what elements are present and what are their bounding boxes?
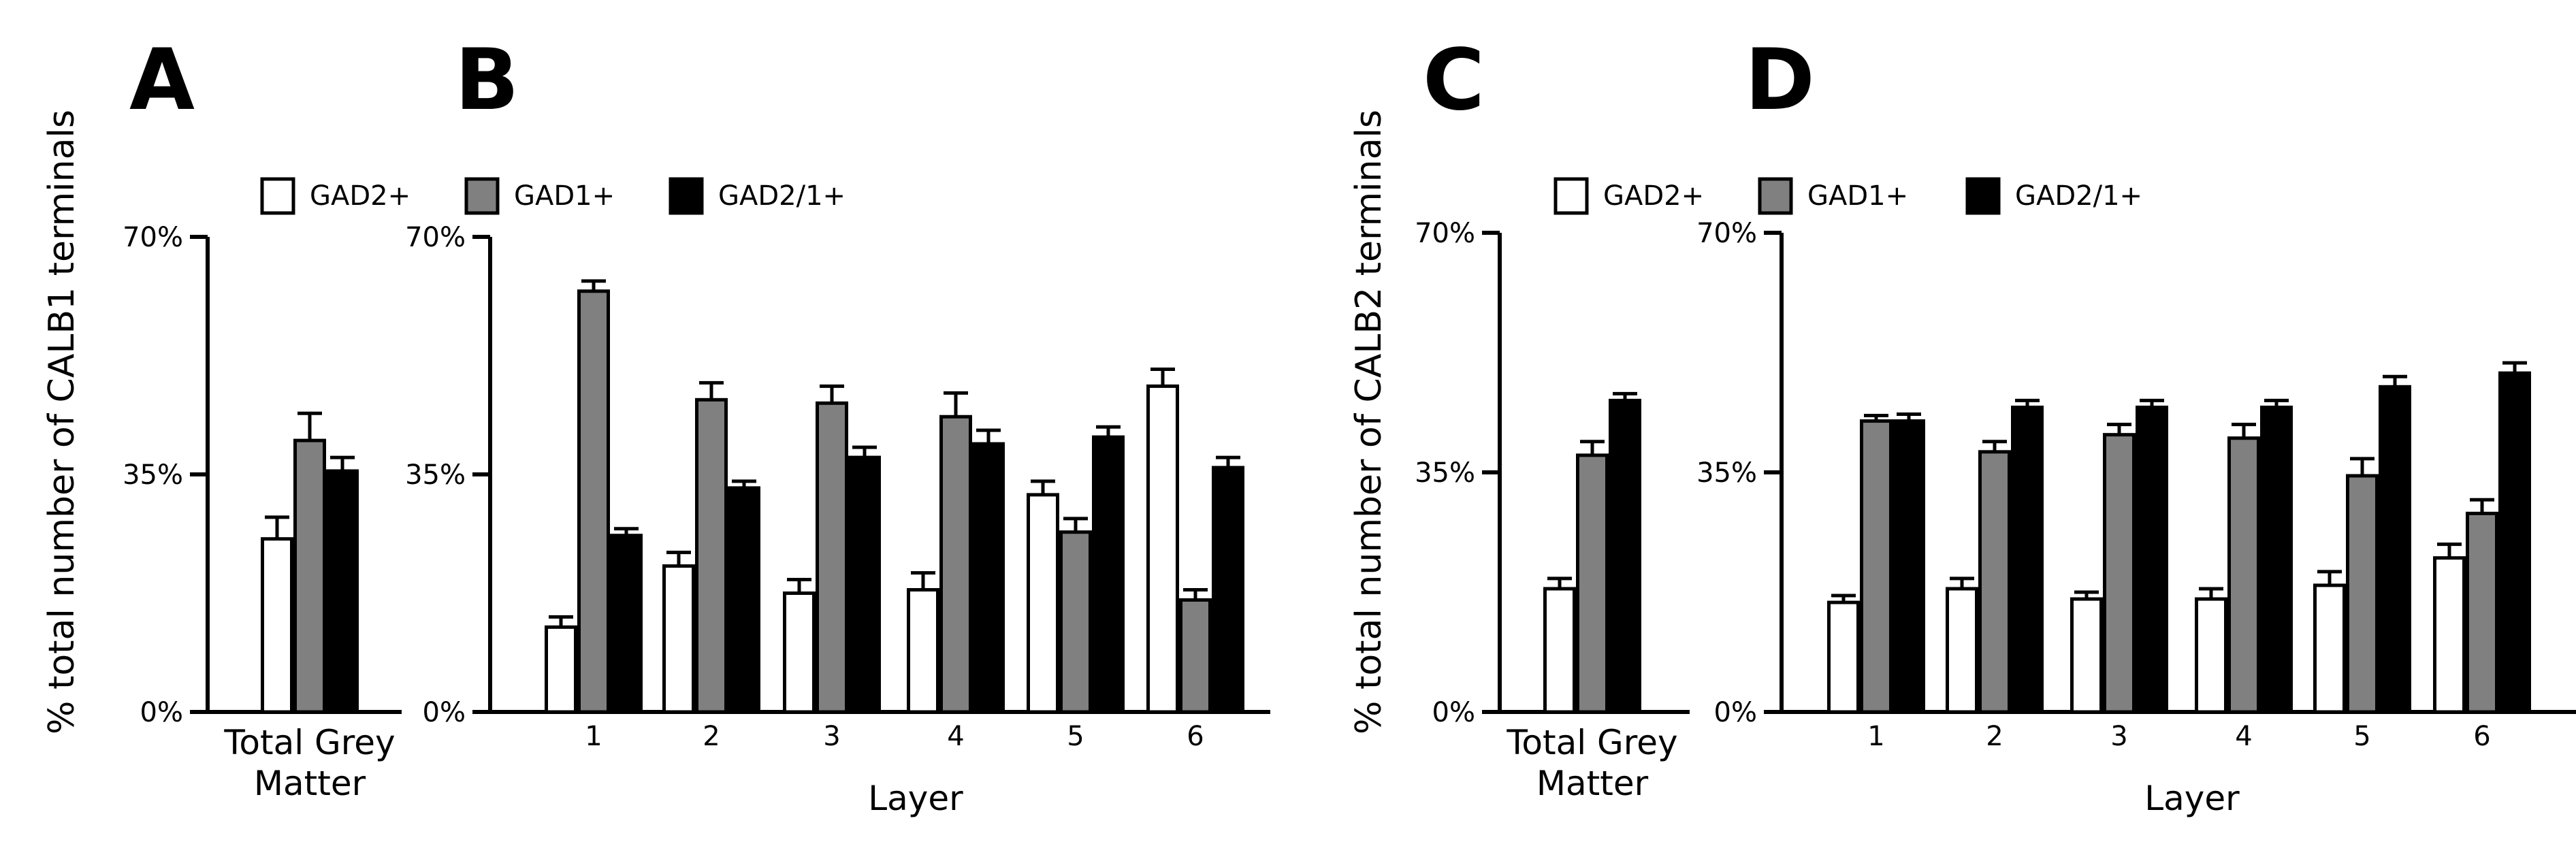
bar bbox=[326, 469, 359, 714]
bar bbox=[2195, 597, 2227, 714]
legend-label: GAD2+ bbox=[310, 180, 410, 212]
bar bbox=[2433, 556, 2466, 714]
bar bbox=[2313, 583, 2346, 714]
bar bbox=[848, 455, 881, 714]
bar bbox=[1146, 384, 1179, 714]
bar bbox=[728, 486, 760, 714]
bar bbox=[545, 625, 577, 714]
bar bbox=[610, 534, 643, 714]
panel-letter: C bbox=[1423, 31, 1485, 129]
category-label: 1 bbox=[585, 721, 602, 752]
bar bbox=[577, 289, 610, 714]
category-label: 3 bbox=[823, 721, 840, 752]
bar bbox=[261, 537, 293, 714]
y-tick-label: 0% bbox=[423, 697, 466, 728]
y-tick-label: 35% bbox=[405, 459, 466, 491]
legend-swatch bbox=[1965, 177, 2001, 215]
category-label: 6 bbox=[2473, 721, 2490, 752]
bar bbox=[1827, 600, 1860, 714]
bar bbox=[2260, 405, 2293, 714]
bar bbox=[1027, 493, 1059, 714]
legend-swatch bbox=[464, 177, 500, 215]
legend-label: GAD2/1+ bbox=[718, 180, 846, 212]
y-axis-titles: % total number of CALB1 terminals % tota… bbox=[42, 110, 1389, 734]
bar bbox=[1059, 530, 1092, 714]
category-label: 3 bbox=[2110, 721, 2127, 752]
bar bbox=[2103, 433, 2136, 714]
legend-swatch bbox=[669, 177, 704, 215]
bar bbox=[816, 401, 848, 714]
y-tick-label: 70% bbox=[1415, 218, 1475, 249]
category-label: Matter bbox=[254, 764, 366, 803]
y-tick-label: 70% bbox=[1696, 218, 1757, 249]
category-label: 5 bbox=[1067, 721, 1084, 752]
y-tick-label: 35% bbox=[123, 459, 183, 491]
category-label: 1 bbox=[1867, 721, 1884, 752]
bar bbox=[2466, 511, 2498, 714]
y-tick-label: 35% bbox=[1696, 457, 1757, 489]
bar bbox=[1179, 598, 1212, 714]
bar bbox=[1860, 419, 1893, 714]
bar bbox=[783, 591, 816, 714]
y-tick-label: 0% bbox=[1432, 697, 1475, 728]
bar bbox=[695, 397, 728, 714]
bar bbox=[2379, 385, 2411, 714]
y-tick-label: 0% bbox=[140, 697, 183, 728]
bar bbox=[2346, 474, 2379, 714]
panel-d: D 0% 35% 70% 1 2 3 4 5 6 Layer GAD2+ GAD1+ GAD2/1+ bbox=[1553, 31, 2576, 818]
bar bbox=[1946, 587, 1978, 714]
category-label: 2 bbox=[703, 721, 720, 752]
x-axis-title: Layer bbox=[2144, 779, 2240, 818]
category-label: Total Grey bbox=[1506, 723, 1677, 762]
category-label: 2 bbox=[1986, 721, 2003, 752]
y-tick-label: 70% bbox=[405, 222, 466, 253]
x-axis-title: Layer bbox=[868, 779, 963, 818]
bar bbox=[1609, 398, 1641, 714]
bar bbox=[2136, 405, 2168, 714]
category-label: 6 bbox=[1187, 721, 1204, 752]
panel-b: B 0% 35% 70% 1 2 3 4 5 6 Layer GAD2+ GAD1+ GAD2/1+ bbox=[260, 31, 1270, 818]
bar bbox=[2011, 405, 2044, 714]
y-tick-label: 0% bbox=[1714, 697, 1757, 728]
legend-label: GAD1+ bbox=[1807, 180, 1908, 212]
panel-letter: A bbox=[129, 31, 195, 129]
y-axis-title-calb2: % total number of CALB2 terminals bbox=[1349, 110, 1389, 734]
bar bbox=[907, 588, 939, 714]
category-label: Total Grey bbox=[223, 723, 395, 762]
y-tick-label: 70% bbox=[123, 222, 183, 253]
bar bbox=[1978, 450, 2011, 714]
bar bbox=[1576, 453, 1609, 714]
category-label: Matter bbox=[1536, 764, 1649, 803]
legend-swatch bbox=[1553, 177, 1589, 215]
bar bbox=[1212, 466, 1244, 714]
bar bbox=[1893, 419, 1925, 714]
legend-label: GAD2+ bbox=[1603, 180, 1704, 212]
panel-letter: B bbox=[455, 31, 519, 129]
y-tick-label: 35% bbox=[1415, 457, 1475, 489]
legend-swatch bbox=[1758, 177, 1793, 215]
legend-label: GAD2/1+ bbox=[2015, 180, 2142, 212]
category-label: 5 bbox=[2353, 721, 2370, 752]
bar bbox=[293, 438, 326, 714]
bar bbox=[972, 442, 1005, 714]
category-label: 4 bbox=[947, 721, 964, 752]
panel-letter: D bbox=[1745, 31, 1815, 129]
bar bbox=[1543, 587, 1576, 714]
bar bbox=[1092, 435, 1125, 714]
bar bbox=[939, 415, 972, 714]
legend-swatch bbox=[260, 177, 295, 215]
category-label: 4 bbox=[2235, 721, 2252, 752]
y-axis-title-calb1: % total number of CALB1 terminals bbox=[42, 110, 82, 734]
bar bbox=[662, 564, 695, 714]
bar bbox=[2227, 436, 2260, 714]
legend-label: GAD1+ bbox=[514, 180, 615, 212]
bar bbox=[2498, 371, 2531, 714]
bar bbox=[2070, 597, 2103, 714]
